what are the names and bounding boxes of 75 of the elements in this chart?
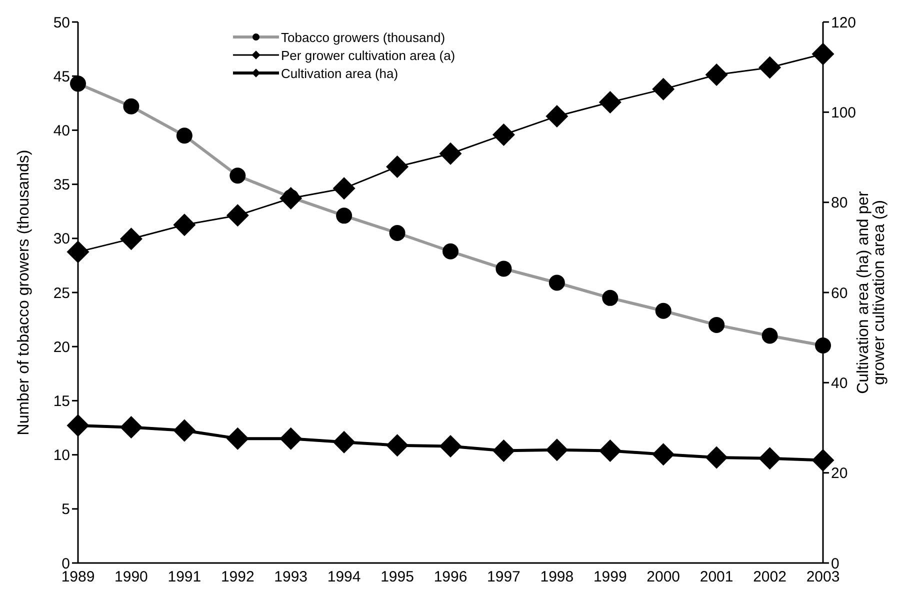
point <box>548 274 565 291</box>
x-tick-label: 1993 <box>274 568 308 586</box>
point <box>762 328 778 344</box>
y-tick-label: 40 <box>53 122 70 140</box>
point <box>66 414 90 437</box>
point <box>652 78 675 100</box>
x-tick-label: 1992 <box>220 568 254 586</box>
point <box>120 228 142 250</box>
point <box>439 142 462 165</box>
y-tick-label: 10 <box>53 447 70 464</box>
y2-tick-label: 120 <box>831 14 856 32</box>
point <box>492 439 515 462</box>
y-tick-label: 20 <box>53 338 70 356</box>
y-tick-label: 50 <box>53 14 70 32</box>
point <box>332 177 356 200</box>
x-tick-label: 1996 <box>434 568 468 586</box>
y-tick-label: 30 <box>53 230 70 248</box>
point <box>652 443 675 466</box>
y2-tick-label: 100 <box>831 104 856 122</box>
x-tick-label: 2001 <box>700 568 734 586</box>
x-tick-label: 1991 <box>168 568 202 586</box>
x-tick-label: 2002 <box>753 568 786 586</box>
y-axis-title: Number of tobacco growers (thousands) <box>16 150 33 436</box>
point <box>708 316 725 333</box>
point <box>230 168 246 184</box>
point <box>496 260 512 277</box>
point <box>336 208 352 224</box>
y2-tick-label: 20 <box>831 465 848 482</box>
point <box>386 434 409 457</box>
y-tick-label: 5 <box>62 501 70 518</box>
point <box>546 438 568 462</box>
point <box>176 128 192 144</box>
point <box>173 419 196 442</box>
point <box>120 416 142 439</box>
point <box>705 64 728 86</box>
point <box>389 224 406 241</box>
y2-tick-label: 80 <box>831 194 848 212</box>
point <box>173 214 196 236</box>
point <box>386 155 409 178</box>
x-tick-label: 1998 <box>540 568 574 586</box>
point <box>655 302 672 319</box>
point <box>280 427 302 450</box>
y-tick-label: 25 <box>53 284 70 302</box>
x-tick-label: 2000 <box>646 568 680 586</box>
x-tick-label: 1997 <box>487 568 520 586</box>
legend-label: Tobacco growers (thousand) <box>281 30 446 44</box>
point <box>123 98 140 114</box>
point <box>705 446 728 469</box>
x-tick-label: 1995 <box>380 568 414 586</box>
point <box>546 104 568 128</box>
x-tick-label: 1994 <box>327 568 361 586</box>
legend-label: Cultivation area (ha) <box>281 66 398 80</box>
point <box>812 42 834 66</box>
point <box>598 91 622 114</box>
x-tick-label: 1999 <box>593 568 627 586</box>
point <box>602 290 618 306</box>
point <box>226 204 249 227</box>
point <box>758 56 782 79</box>
point <box>598 439 622 462</box>
y-tick-label: 15 <box>53 393 70 410</box>
y-tick-label: 45 <box>53 68 70 86</box>
point <box>442 243 458 260</box>
legend-label: Per grower cultivation area (a) <box>281 48 456 62</box>
y2-tick-label: 60 <box>831 284 848 302</box>
y2-axis-title: Cultivation area (ha) and per grower cultivation area (a) <box>855 190 888 394</box>
point <box>70 76 86 92</box>
point <box>332 430 356 454</box>
x-tick-label: 1990 <box>114 568 148 586</box>
point <box>226 427 249 450</box>
point <box>492 123 515 146</box>
y-tick-label: 35 <box>53 176 70 194</box>
point <box>439 434 462 458</box>
point <box>815 338 831 354</box>
point <box>758 447 782 470</box>
y2-tick-label: 40 <box>831 374 848 392</box>
